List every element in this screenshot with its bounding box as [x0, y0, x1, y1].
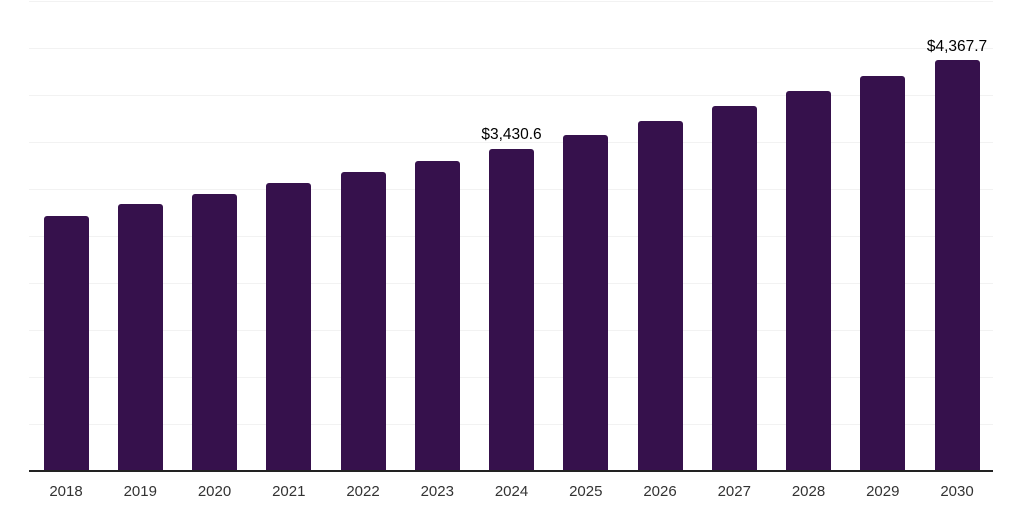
- plot-area: $3,430.6 $4,367.7: [29, 1, 993, 472]
- bar-2023[interactable]: [414, 160, 460, 471]
- data-label-2024: $3,430.6: [481, 126, 542, 144]
- bar-2026[interactable]: [637, 120, 683, 471]
- gridline-5000: [29, 1, 993, 2]
- bar-2021[interactable]: [266, 182, 312, 471]
- bar-2022[interactable]: [340, 172, 386, 471]
- bar-2027[interactable]: [711, 105, 757, 471]
- gridline-4500: [29, 48, 993, 49]
- x-tick-label-2022: 2022: [346, 483, 380, 500]
- data-label-2030: $4,367.7: [926, 37, 988, 55]
- x-tick-label-2030: 2030: [940, 483, 974, 500]
- gridline-3500: [29, 142, 993, 143]
- x-tick-label-2024: 2024: [494, 483, 529, 500]
- bar-2030[interactable]: [934, 60, 980, 471]
- x-tick-label-2026: 2026: [643, 483, 677, 500]
- x-tick-label-2027: 2027: [717, 483, 751, 500]
- x-axis-line: [29, 470, 993, 472]
- x-tick-label-2021: 2021: [272, 483, 306, 500]
- x-tick-label-2028: 2028: [791, 483, 826, 500]
- x-tick-label-2025: 2025: [569, 483, 603, 500]
- bar-2028[interactable]: [786, 90, 831, 471]
- bar-2024[interactable]: [489, 148, 534, 471]
- x-tick-label-2018: 2018: [49, 483, 83, 500]
- x-tick-label-2020: 2020: [197, 483, 232, 500]
- gridline-4000: [29, 95, 993, 96]
- bar-2018[interactable]: [43, 215, 89, 471]
- x-tick-label-2019: 2019: [123, 483, 157, 500]
- x-tick-label-2023: 2023: [420, 483, 454, 500]
- bar-2019[interactable]: [117, 204, 163, 471]
- bar-2029[interactable]: [860, 76, 906, 471]
- x-tick-label-2029: 2029: [866, 483, 900, 500]
- bar-2020[interactable]: [192, 193, 237, 471]
- bar-2025[interactable]: [563, 134, 609, 471]
